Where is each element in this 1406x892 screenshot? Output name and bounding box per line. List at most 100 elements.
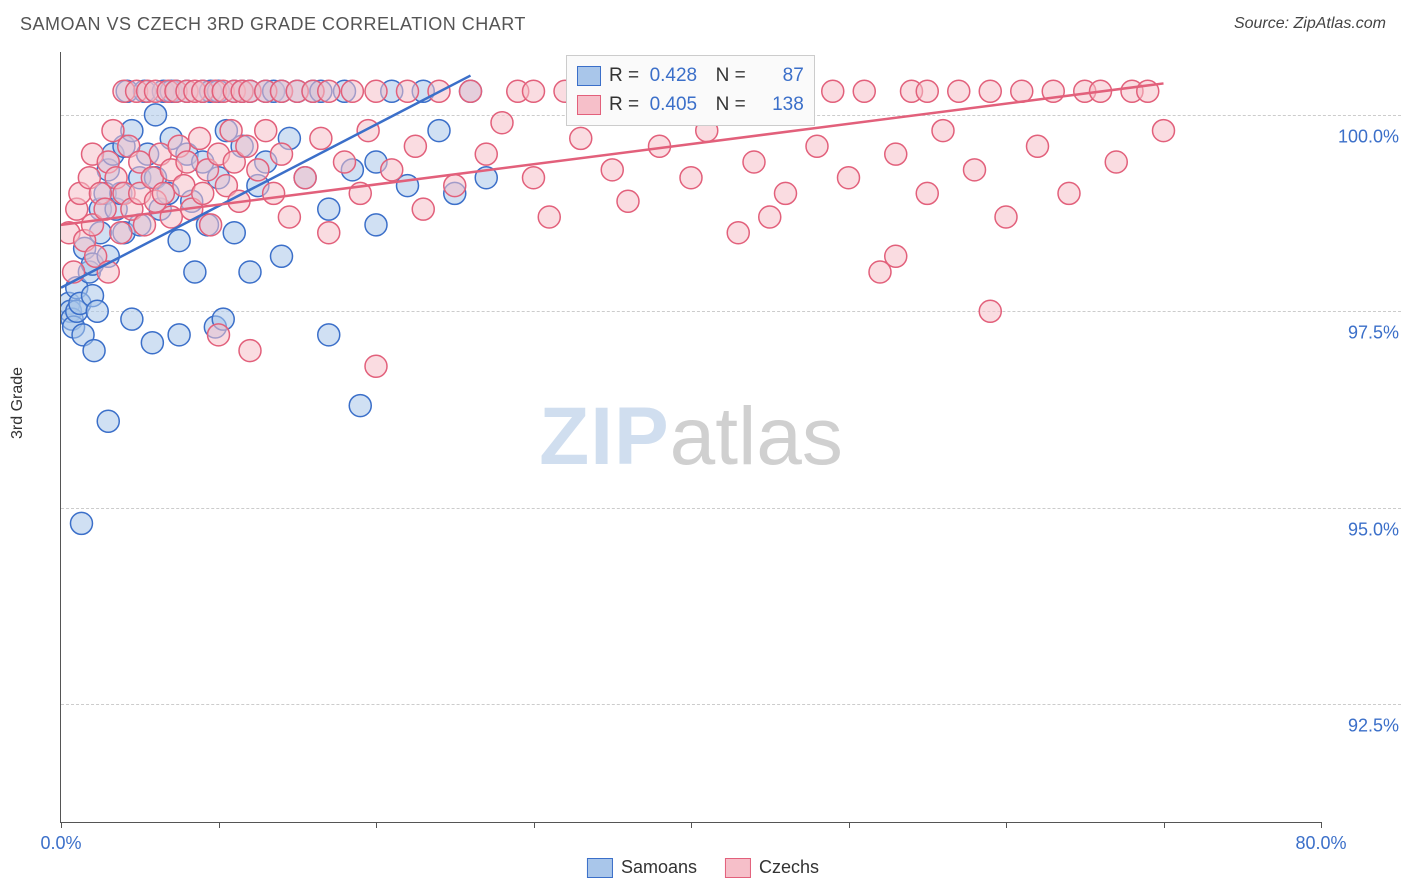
data-point — [239, 261, 261, 283]
data-point — [192, 182, 214, 204]
data-point — [357, 120, 379, 142]
data-point — [759, 206, 781, 228]
chart-source: Source: ZipAtlas.com — [1234, 15, 1386, 33]
stats-row: R = 0.405 N = 138 — [577, 91, 804, 120]
data-point — [491, 112, 513, 134]
data-point — [948, 80, 970, 102]
data-point — [200, 214, 222, 236]
data-point — [365, 355, 387, 377]
data-point — [964, 159, 986, 181]
data-point — [145, 104, 167, 126]
ytick-label: 100.0% — [1329, 126, 1399, 147]
data-point — [916, 182, 938, 204]
data-point — [176, 151, 198, 173]
stats-r-value: 0.428 — [647, 62, 697, 91]
xtick-mark — [1321, 822, 1322, 828]
data-point — [995, 206, 1017, 228]
data-point — [271, 143, 293, 165]
plot-area: ZIPatlas R =0.428 N =87R =0.405 N =138 9… — [60, 52, 1321, 823]
data-point — [1011, 80, 1033, 102]
data-point — [775, 182, 797, 204]
data-point — [916, 80, 938, 102]
data-point — [255, 120, 277, 142]
data-point — [743, 151, 765, 173]
data-point — [318, 222, 340, 244]
data-point — [63, 261, 85, 283]
data-point — [208, 324, 230, 346]
data-point — [97, 410, 119, 432]
data-point — [152, 182, 174, 204]
data-point — [475, 143, 497, 165]
legend-item: Samoans — [587, 857, 697, 878]
data-point — [979, 80, 1001, 102]
chart-header: SAMOAN VS CZECH 3RD GRADE CORRELATION CH… — [0, 0, 1406, 48]
data-point — [223, 222, 245, 244]
stats-row: R =0.428 N =87 — [577, 62, 804, 91]
xtick-label: 80.0% — [1295, 833, 1346, 854]
data-point — [428, 120, 450, 142]
data-point — [310, 127, 332, 149]
data-point — [538, 206, 560, 228]
data-point — [318, 198, 340, 220]
data-point — [932, 120, 954, 142]
stats-legend-box: R =0.428 N =87R =0.405 N =138 — [566, 55, 815, 126]
stats-r-value: 0.405 — [647, 91, 697, 120]
data-point — [885, 143, 907, 165]
data-point — [133, 214, 155, 236]
data-point — [334, 151, 356, 173]
data-point — [460, 80, 482, 102]
ytick-label: 95.0% — [1329, 519, 1399, 540]
data-point — [979, 300, 1001, 322]
data-point — [189, 127, 211, 149]
xtick-mark — [376, 822, 377, 828]
stats-n-label: N = — [705, 62, 746, 91]
data-point — [885, 245, 907, 267]
data-point — [523, 167, 545, 189]
data-point — [247, 159, 269, 181]
data-point — [70, 512, 92, 534]
data-point — [121, 308, 143, 330]
data-point — [236, 135, 258, 157]
data-point — [838, 167, 860, 189]
data-point — [853, 80, 875, 102]
data-point — [1153, 120, 1175, 142]
xtick-mark — [219, 822, 220, 828]
legend-label: Samoans — [621, 857, 697, 877]
data-point — [110, 222, 132, 244]
stats-n-value: 138 — [754, 91, 804, 120]
stats-n-label: N = — [705, 91, 746, 120]
data-point — [141, 332, 163, 354]
stats-r-label: R = — [609, 62, 639, 91]
xtick-mark — [1006, 822, 1007, 828]
data-point — [1058, 182, 1080, 204]
legend-swatch — [587, 858, 613, 878]
data-point — [365, 214, 387, 236]
data-point — [294, 167, 316, 189]
data-point — [168, 324, 190, 346]
data-point — [617, 190, 639, 212]
data-point — [318, 324, 340, 346]
data-point — [271, 245, 293, 267]
data-point — [680, 167, 702, 189]
data-point — [168, 230, 190, 252]
ytick-label: 92.5% — [1329, 716, 1399, 737]
xtick-label: 0.0% — [40, 833, 81, 854]
data-point — [184, 261, 206, 283]
data-point — [727, 222, 749, 244]
bottom-legend: Samoans Czechs — [587, 857, 819, 878]
stats-swatch — [577, 95, 601, 115]
data-point — [1027, 135, 1049, 157]
data-point — [412, 198, 434, 220]
legend-item: Czechs — [725, 857, 819, 878]
y-axis-label: 3rd Grade — [9, 367, 27, 439]
data-point — [404, 135, 426, 157]
data-point — [94, 198, 116, 220]
data-point — [570, 127, 592, 149]
xtick-mark — [849, 822, 850, 828]
legend-label: Czechs — [759, 857, 819, 877]
data-point — [86, 300, 108, 322]
xtick-mark — [1164, 822, 1165, 828]
xtick-mark — [61, 822, 62, 828]
stats-r-label: R = — [609, 91, 639, 120]
xtick-mark — [534, 822, 535, 828]
